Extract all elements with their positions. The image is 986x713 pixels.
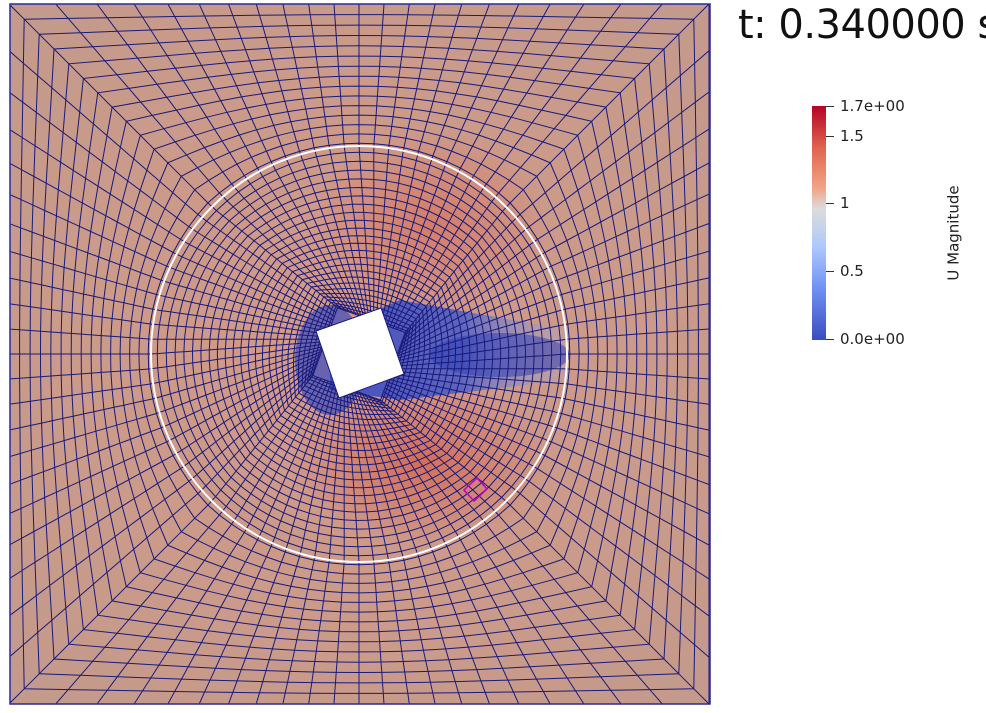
- mesh-ring: [165, 160, 553, 548]
- mesh-ring: [183, 178, 535, 530]
- mesh-ring: [39, 34, 679, 674]
- color-legend: 1.7e+00 1.5 1 0.5 0.0e+00 U Magnitude: [808, 96, 978, 356]
- mesh-ring: [254, 249, 464, 459]
- mesh-ring: [298, 293, 420, 415]
- mesh-ring: [232, 227, 486, 481]
- mesh-ring: [70, 65, 648, 643]
- mesh-ring: [268, 263, 450, 445]
- mesh-ring: [287, 282, 431, 426]
- mesh-ring: [293, 288, 425, 420]
- colorbar-tick-min: [826, 339, 834, 340]
- colorbar-tick: [826, 136, 834, 137]
- probe-marker[interactable]: [462, 476, 489, 503]
- colorbar-tick-label: 0.5: [840, 262, 864, 280]
- mesh-ring: [110, 105, 608, 603]
- mesh-ring: [29, 24, 689, 684]
- mesh-ring: [216, 211, 502, 497]
- colorbar-min-label: 0.0e+00: [840, 330, 905, 348]
- mesh-ring: [60, 55, 658, 653]
- colorbar-title: U Magnitude: [944, 185, 963, 281]
- colorbar-tick: [826, 203, 834, 204]
- colorbar-tick: [826, 271, 834, 272]
- mesh-ring: [275, 270, 443, 438]
- mesh-ring: [156, 151, 562, 557]
- mesh-ring: [19, 14, 699, 694]
- mesh-ring: [90, 85, 628, 623]
- mesh-ring: [138, 133, 580, 575]
- mesh-ring: [208, 203, 510, 505]
- domain-border: [9, 3, 711, 705]
- rotating-zone-boundary: [150, 145, 568, 563]
- mesh-ring: [262, 257, 456, 451]
- mesh-ring: [147, 142, 571, 566]
- mesh-ring: [191, 186, 527, 522]
- colorbar-tick-label: 1.5: [840, 127, 864, 145]
- mesh-ring: [304, 299, 414, 409]
- mesh-ring: [247, 242, 471, 466]
- mesh-ring: [174, 169, 544, 539]
- colorbar-max-label: 1.7e+00: [840, 97, 905, 115]
- mesh-ring: [281, 276, 437, 432]
- colorbar: [812, 106, 826, 340]
- mesh-ring: [119, 114, 599, 594]
- time-readout: t: 0.340000 s: [738, 2, 986, 48]
- mesh-grid: [10, 4, 710, 704]
- colorbar-tick-label: 1: [840, 194, 850, 212]
- mesh-ring: [301, 296, 417, 412]
- mesh-ring: [224, 219, 494, 489]
- mesh-ring: [306, 301, 412, 407]
- mesh-ring: [50, 45, 668, 663]
- colorbar-tick-max: [826, 106, 834, 107]
- mesh-ring: [100, 95, 618, 613]
- square-obstacle: [315, 307, 405, 399]
- mesh-ring: [80, 75, 638, 633]
- mesh-ring: [129, 124, 589, 584]
- mesh-ring: [200, 195, 518, 513]
- mesh-ring: [240, 235, 478, 473]
